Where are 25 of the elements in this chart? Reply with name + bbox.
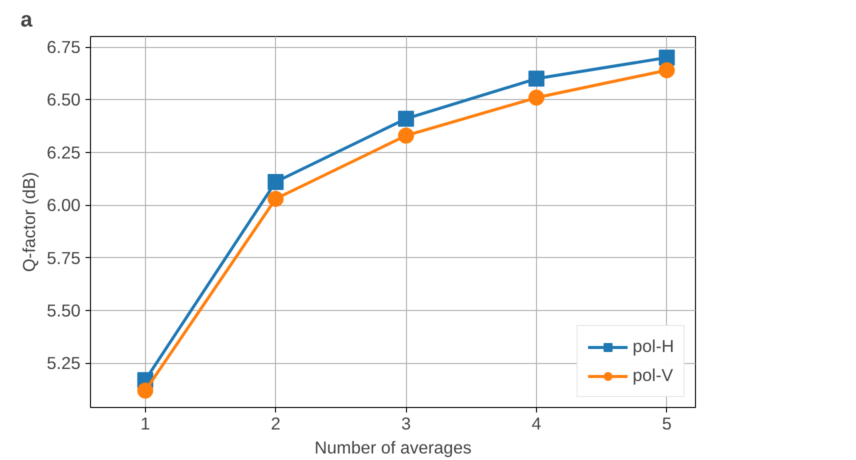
- point: [398, 110, 414, 127]
- y-tick-label: 5.50: [46, 300, 81, 321]
- y-tick-label: 5.25: [46, 353, 81, 374]
- point: [528, 90, 544, 106]
- y-tick-label: 6.25: [46, 142, 81, 162]
- text: a: [20, 8, 32, 32]
- point: [658, 62, 675, 78]
- legend-label: pol-H: [632, 336, 674, 357]
- y-tick-label: 6.75: [46, 37, 81, 58]
- point: [398, 128, 414, 144]
- point: [528, 70, 544, 87]
- legend-label: pol-V: [632, 365, 674, 386]
- point: [137, 382, 154, 399]
- y-tick-label: 6.00: [46, 195, 81, 216]
- x-tick-label: 1: [140, 414, 150, 434]
- x-tick-label: 3: [401, 414, 411, 434]
- y-tick-label: 5.75: [46, 248, 81, 268]
- x-tick-label: 5: [662, 414, 672, 434]
- x-axis-title: Number of averages: [314, 438, 472, 458]
- point: [268, 190, 284, 207]
- point: [268, 174, 284, 190]
- x-tick-label: 4: [532, 414, 542, 434]
- y-tick-label: 6.50: [46, 90, 81, 110]
- y-axis-title: Q-factor (dB): [18, 172, 39, 272]
- x-tick-label: 2: [270, 414, 280, 434]
